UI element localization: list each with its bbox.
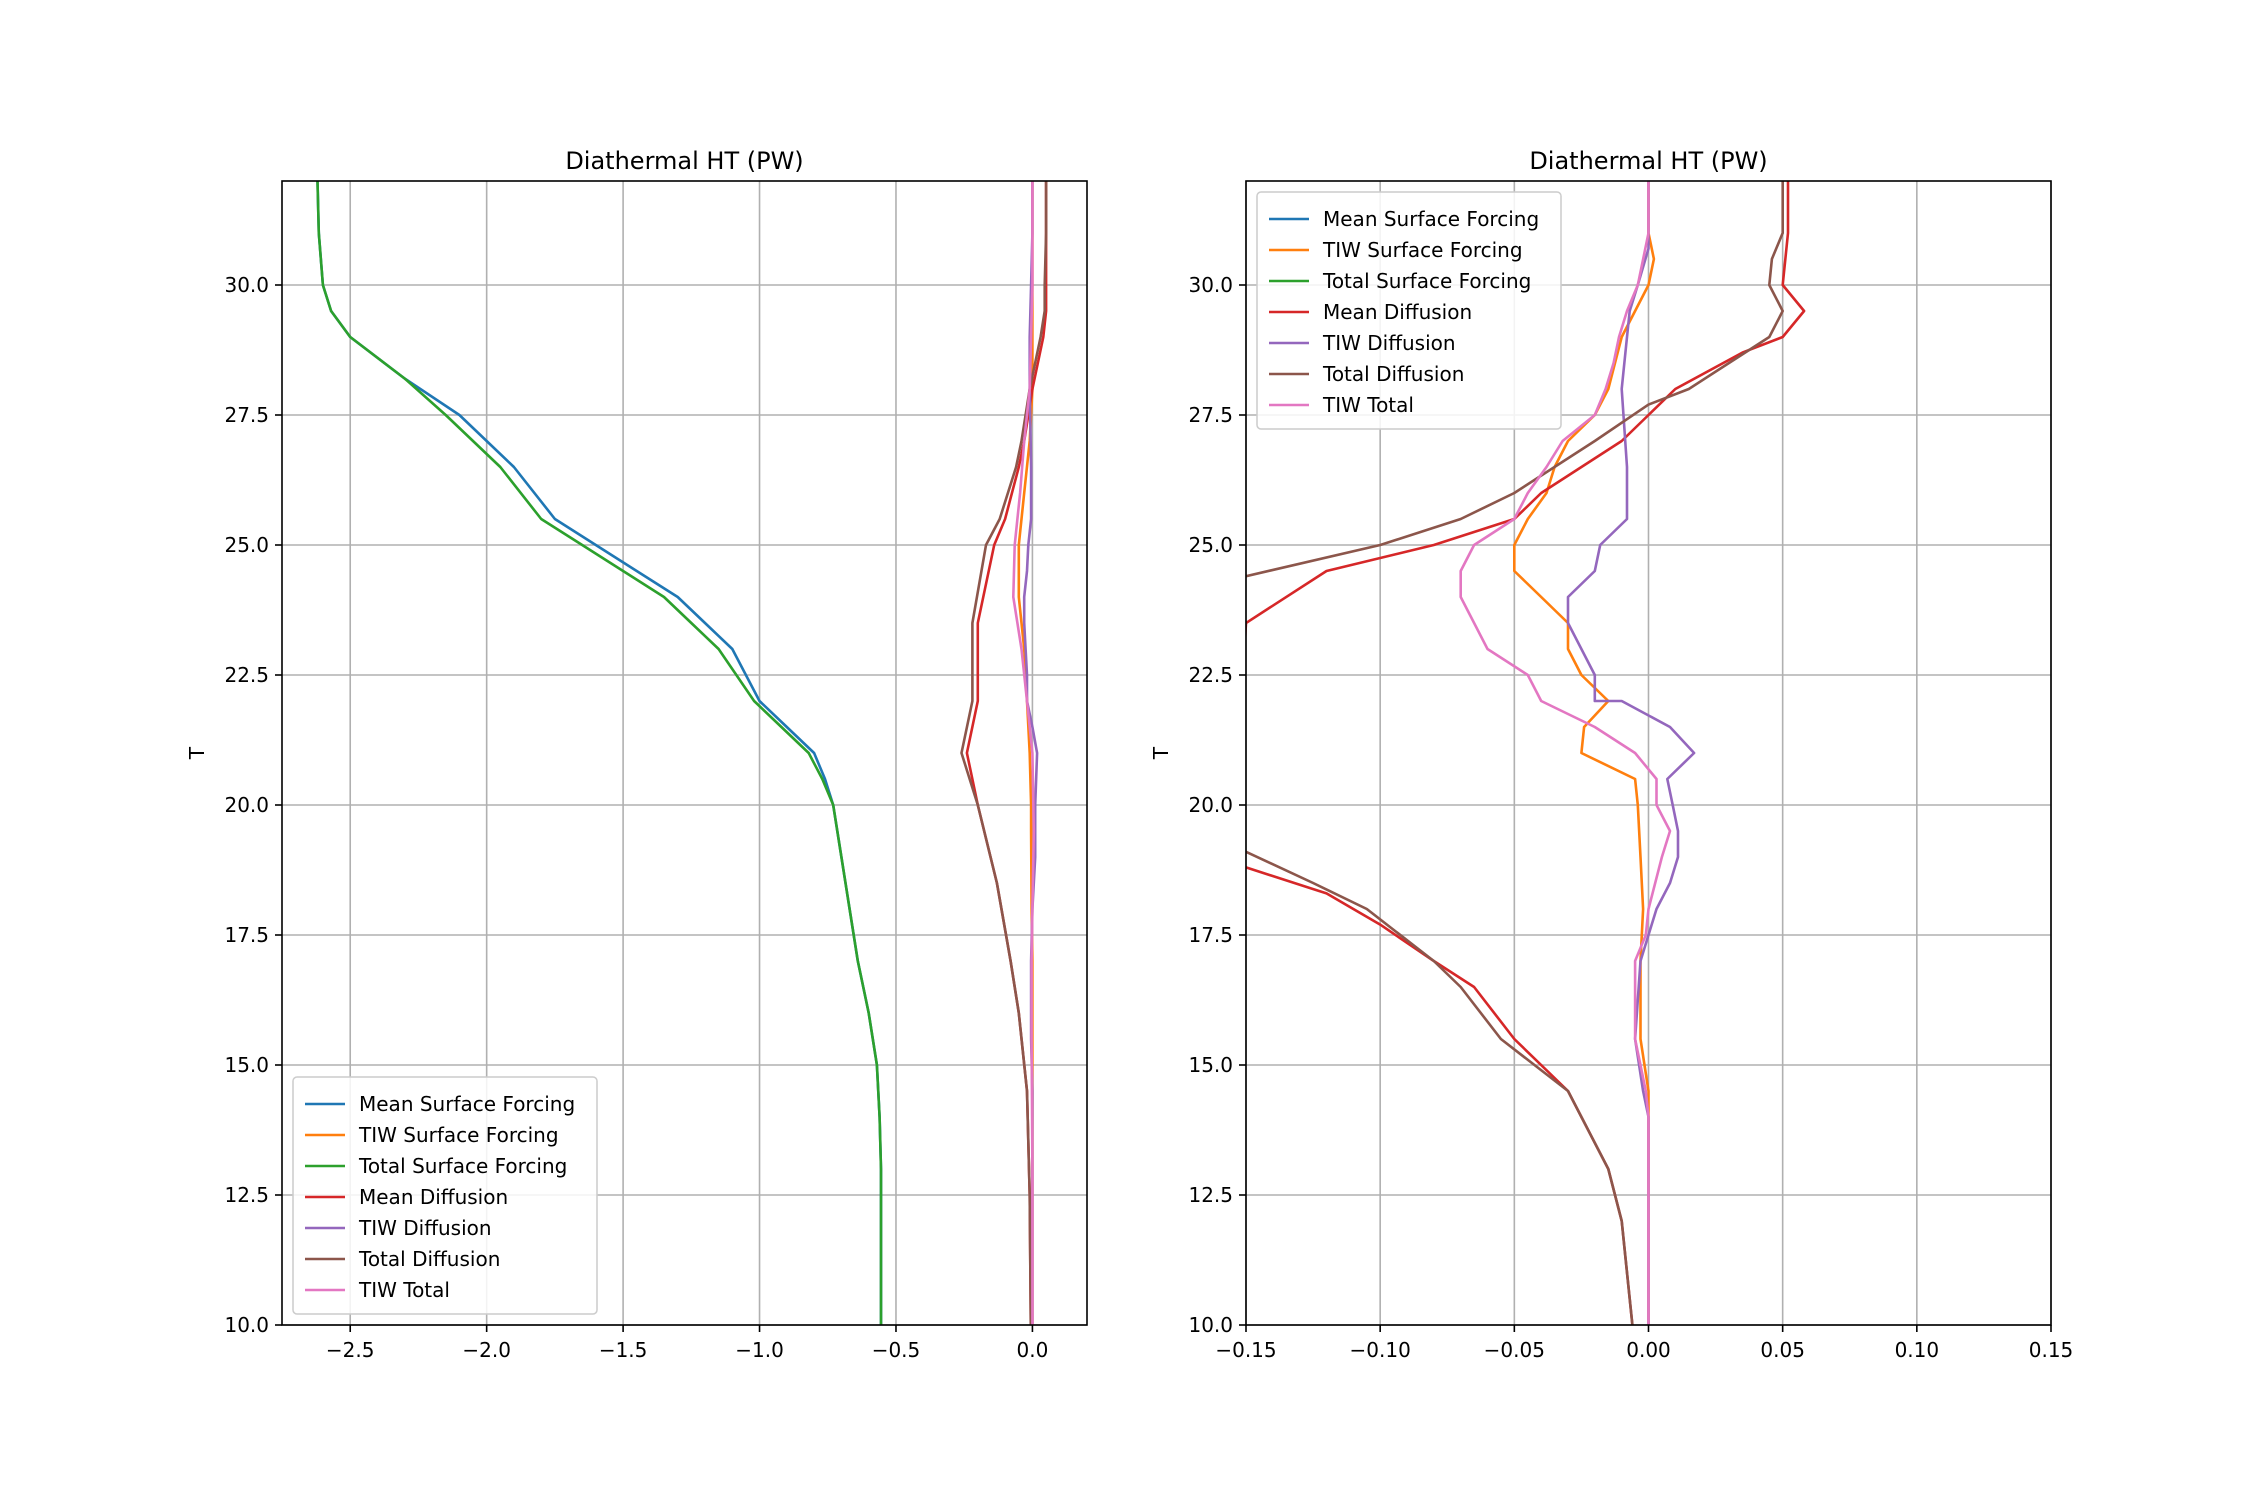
x-tick-label: −0.10: [1350, 1338, 1411, 1362]
legend-label: TIW Total: [1322, 393, 1414, 417]
legend-label: TIW Surface Forcing: [1322, 238, 1523, 262]
legend-label: Mean Diffusion: [1323, 300, 1472, 324]
series-line-total-diff: [960, 181, 1048, 1325]
series-group: [1246, 181, 1806, 1325]
x-tick-label: 0.05: [1760, 1338, 1805, 1362]
x-tick-label: 0.15: [2029, 1338, 2074, 1362]
legend-label: Total Surface Forcing: [358, 1154, 567, 1178]
legend-label: TIW Total: [358, 1278, 450, 1302]
y-tick-label: 22.5: [224, 663, 269, 687]
y-tick-label: 27.5: [224, 403, 269, 427]
legend-label: TIW Diffusion: [358, 1216, 492, 1240]
legend-label: Total Surface Forcing: [1322, 269, 1531, 293]
x-tick-label: 0.00: [1626, 1338, 1671, 1362]
y-tick-label: 17.5: [224, 923, 269, 947]
x-tick-label: 0.10: [1895, 1338, 1940, 1362]
series-line-tiw-total: [1459, 181, 1672, 1325]
series-line-tiw-diff: [1566, 181, 1696, 1325]
y-tick-label: 15.0: [224, 1053, 269, 1077]
series-line-tiw-total: [1012, 181, 1036, 1325]
y-tick-label: 10.0: [224, 1313, 269, 1337]
y-tick-label: 22.5: [1188, 663, 1233, 687]
chart-panel-1: −2.5 −2.0 −1.5 −1.0 −0.5 0.0 10.0 12.5 15.0 17.5 2…: [185, 147, 1088, 1362]
legend-label: Mean Surface Forcing: [359, 1092, 575, 1116]
legend-box: [292, 1076, 598, 1315]
chart-title: Diathermal HT (PW): [565, 147, 803, 175]
x-tick-label: −1.0: [735, 1338, 784, 1362]
legend-label: TIW Diffusion: [1322, 331, 1456, 355]
x-tick-label: −0.5: [872, 1338, 921, 1362]
x-tick-label: −0.05: [1484, 1338, 1545, 1362]
y-tick-label: 10.0: [1188, 1313, 1233, 1337]
y-tick-label: 15.0: [1188, 1053, 1233, 1077]
x-tick-label: −2.5: [326, 1338, 375, 1362]
y-tick-label: 30.0: [224, 273, 269, 297]
legend-label: Mean Diffusion: [359, 1185, 508, 1209]
y-axis-label: T: [1149, 746, 1173, 760]
y-tick-label: 27.5: [1188, 403, 1233, 427]
legend-label: Total Diffusion: [1322, 362, 1464, 386]
y-tick-label: 25.0: [1188, 533, 1233, 557]
legend-label: TIW Surface Forcing: [358, 1123, 559, 1147]
legend: Mean Surface Forcing TIW Surface Forcing T…: [1256, 191, 1562, 430]
x-tick-label: 0.0: [1017, 1338, 1049, 1362]
y-tick-label: 30.0: [1188, 273, 1233, 297]
y-tick-label: 17.5: [1188, 923, 1233, 947]
series-line-total-surface: [316, 181, 883, 1325]
series-group: [316, 181, 1048, 1325]
x-tick-label: −1.5: [599, 1338, 648, 1362]
y-axis-label: T: [185, 746, 209, 760]
x-tick-label: −2.0: [462, 1338, 511, 1362]
axes-frame: [281, 180, 1088, 1326]
y-tick-label: 20.0: [224, 793, 269, 817]
legend-label: Total Diffusion: [358, 1247, 500, 1271]
y-tick-label: 12.5: [224, 1183, 269, 1207]
legend-label: Mean Surface Forcing: [1323, 207, 1539, 231]
y-tick-label: 20.0: [1188, 793, 1233, 817]
chart-title: Diathermal HT (PW): [1529, 147, 1767, 175]
series-line-mean-diff: [1246, 181, 1806, 1325]
y-tick-label: 12.5: [1188, 1183, 1233, 1207]
legend: Mean Surface Forcing TIW Surface Forcing T…: [292, 1076, 598, 1315]
legend-box: [1256, 191, 1562, 430]
chart-panel-2: −0.15 −0.10 −0.05 0.00 0.05 0.10 0.15 10.0 12.5 1…: [1149, 147, 2073, 1362]
x-tick-label: −0.15: [1215, 1338, 1276, 1362]
series-line-mean-diff: [965, 181, 1048, 1325]
y-tick-label: 25.0: [224, 533, 269, 557]
series-line-total-diff: [1246, 181, 1784, 1325]
